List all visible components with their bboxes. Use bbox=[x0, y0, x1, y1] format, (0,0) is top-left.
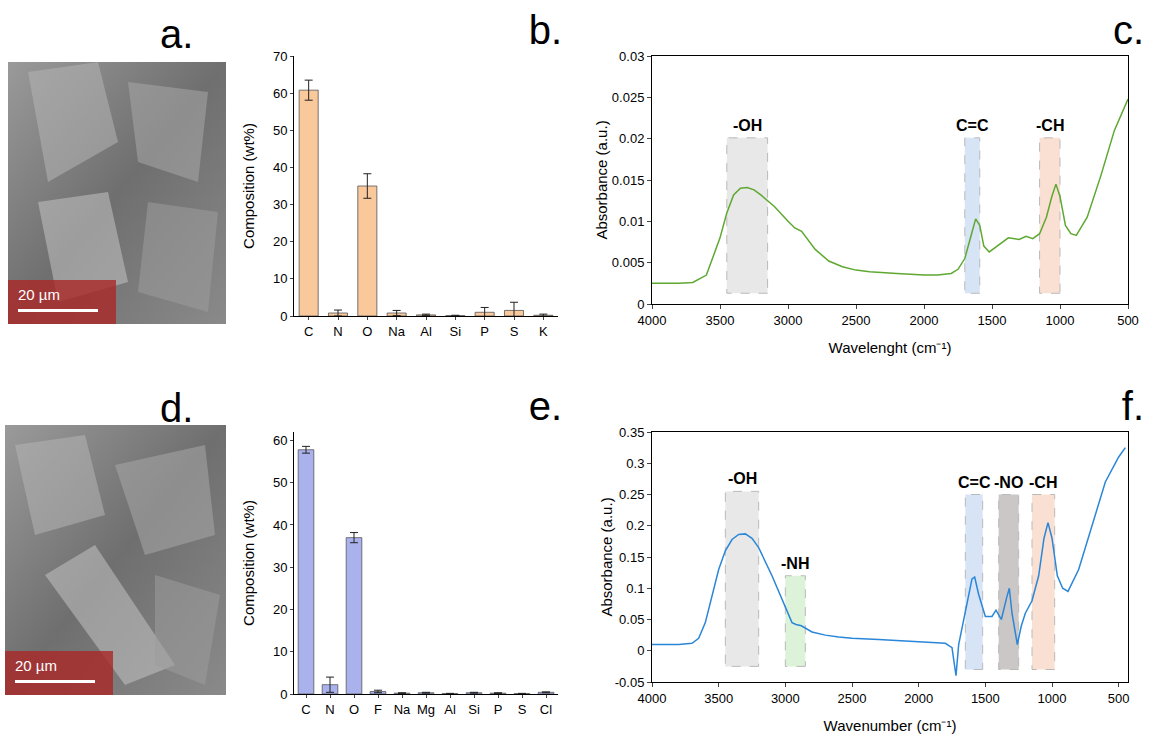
svg-text:-CH: -CH bbox=[1029, 474, 1057, 491]
svg-text:4000: 4000 bbox=[638, 313, 667, 328]
svg-text:P: P bbox=[480, 324, 489, 339]
svg-text:N: N bbox=[325, 702, 334, 717]
svg-text:10: 10 bbox=[273, 271, 287, 286]
svg-text:70: 70 bbox=[273, 49, 287, 64]
svg-text:S: S bbox=[510, 324, 519, 339]
svg-text:60: 60 bbox=[273, 433, 287, 448]
html-text:b.: b. bbox=[528, 8, 562, 52]
svg-text:0.3: 0.3 bbox=[626, 456, 644, 471]
svg-text:20 µm: 20 µm bbox=[18, 286, 60, 303]
svg-text:Na: Na bbox=[394, 702, 411, 717]
svg-text:C: C bbox=[304, 324, 313, 339]
svg-text:30: 30 bbox=[273, 560, 287, 575]
svg-text:3000: 3000 bbox=[774, 313, 803, 328]
svg-text:0.1: 0.1 bbox=[626, 581, 644, 596]
svg-text:1000: 1000 bbox=[1038, 691, 1067, 706]
svg-text:Si: Si bbox=[468, 702, 480, 717]
svg-text:P: P bbox=[494, 702, 503, 717]
svg-text:C=C: C=C bbox=[958, 474, 991, 491]
html-text:c.: c. bbox=[1112, 8, 1144, 52]
svg-text:50: 50 bbox=[273, 475, 287, 490]
svg-text:40: 40 bbox=[273, 518, 287, 533]
svg-text:3000: 3000 bbox=[771, 691, 800, 706]
svg-text:30: 30 bbox=[273, 197, 287, 212]
svg-text:0.005: 0.005 bbox=[612, 255, 645, 270]
svg-text:50: 50 bbox=[273, 123, 287, 138]
svg-text:Si: Si bbox=[450, 324, 462, 339]
svg-text:2000: 2000 bbox=[910, 313, 939, 328]
svg-text:-NH: -NH bbox=[781, 555, 809, 572]
svg-text:3500: 3500 bbox=[706, 313, 735, 328]
html-text:f.: f. bbox=[1121, 384, 1144, 428]
svg-text:0.025: 0.025 bbox=[612, 90, 645, 105]
svg-text:Composition (wt%): Composition (wt%) bbox=[240, 123, 257, 249]
svg-text:C=C: C=C bbox=[956, 117, 989, 134]
svg-text:0: 0 bbox=[280, 687, 287, 702]
svg-text:S: S bbox=[518, 702, 527, 717]
svg-text:-0.05: -0.05 bbox=[615, 675, 645, 690]
svg-text:3500: 3500 bbox=[704, 691, 733, 706]
svg-text:1000: 1000 bbox=[1046, 313, 1075, 328]
html-text:d.: d. bbox=[160, 386, 194, 430]
svg-text:500: 500 bbox=[1117, 313, 1139, 328]
svg-text:0.015: 0.015 bbox=[612, 173, 645, 188]
svg-text:0.25: 0.25 bbox=[619, 487, 644, 502]
svg-text:0.2: 0.2 bbox=[626, 518, 644, 533]
svg-text:60: 60 bbox=[273, 86, 287, 101]
svg-text:4000: 4000 bbox=[638, 691, 667, 706]
svg-text:20: 20 bbox=[273, 602, 287, 617]
html-text:e.: e. bbox=[528, 384, 562, 428]
svg-text:Absorbance (a.u.): Absorbance (a.u.) bbox=[598, 497, 615, 616]
svg-text:2500: 2500 bbox=[842, 313, 871, 328]
svg-text:Wavelenght (cm⁻¹): Wavelenght (cm⁻¹) bbox=[829, 339, 952, 356]
svg-text:Wavenumber (cm⁻¹): Wavenumber (cm⁻¹) bbox=[824, 717, 957, 734]
svg-text:0.03: 0.03 bbox=[619, 49, 644, 64]
svg-text:0.15: 0.15 bbox=[619, 550, 644, 565]
svg-text:-OH: -OH bbox=[733, 117, 762, 134]
svg-text:N: N bbox=[333, 324, 342, 339]
svg-text:1500: 1500 bbox=[978, 313, 1007, 328]
svg-text:0.35: 0.35 bbox=[619, 425, 644, 440]
svg-text:-CH: -CH bbox=[1036, 117, 1064, 134]
svg-text:Composition (wt%): Composition (wt%) bbox=[240, 500, 257, 626]
svg-text:Absorbance (a.u.): Absorbance (a.u.) bbox=[593, 120, 610, 239]
svg-text:Al: Al bbox=[444, 702, 456, 717]
svg-text:0.02: 0.02 bbox=[619, 131, 644, 146]
svg-text:0: 0 bbox=[637, 297, 644, 312]
svg-text:O: O bbox=[349, 702, 359, 717]
svg-text:Al: Al bbox=[420, 324, 432, 339]
svg-text:-OH: -OH bbox=[728, 470, 757, 487]
svg-text:500: 500 bbox=[1108, 691, 1130, 706]
svg-text:Na: Na bbox=[388, 324, 405, 339]
svg-text:O: O bbox=[362, 324, 372, 339]
svg-text:20: 20 bbox=[273, 234, 287, 249]
svg-text:2500: 2500 bbox=[838, 691, 867, 706]
svg-text:C: C bbox=[301, 702, 310, 717]
svg-text:F: F bbox=[374, 702, 382, 717]
svg-text:K: K bbox=[539, 324, 548, 339]
svg-text:40: 40 bbox=[273, 160, 287, 175]
svg-text:20 µm: 20 µm bbox=[15, 657, 57, 674]
svg-text:1500: 1500 bbox=[971, 691, 1000, 706]
svg-text:0: 0 bbox=[637, 643, 644, 658]
svg-text:-NO: -NO bbox=[994, 474, 1023, 491]
svg-text:0.05: 0.05 bbox=[619, 612, 644, 627]
svg-text:0: 0 bbox=[280, 309, 287, 324]
svg-text:10: 10 bbox=[273, 644, 287, 659]
svg-text:2000: 2000 bbox=[904, 691, 933, 706]
svg-text:0.01: 0.01 bbox=[619, 214, 644, 229]
html-text:a.: a. bbox=[160, 12, 194, 56]
svg-text:Mg: Mg bbox=[417, 702, 435, 717]
svg-text:Cl: Cl bbox=[540, 702, 552, 717]
